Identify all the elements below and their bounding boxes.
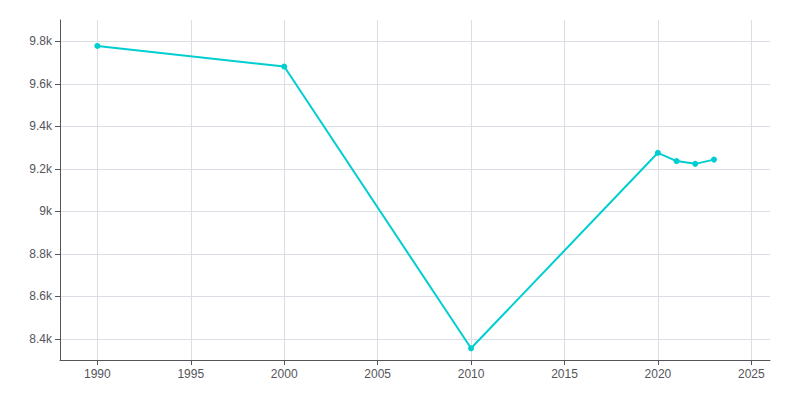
svg-text:1995: 1995 <box>177 367 204 381</box>
svg-text:2005: 2005 <box>364 367 391 381</box>
svg-text:8.4k: 8.4k <box>29 332 53 346</box>
svg-text:9.4k: 9.4k <box>29 119 53 133</box>
svg-text:9.2k: 9.2k <box>29 162 53 176</box>
svg-text:2015: 2015 <box>551 367 578 381</box>
svg-text:2000: 2000 <box>271 367 298 381</box>
svg-text:2010: 2010 <box>458 367 485 381</box>
svg-text:2020: 2020 <box>645 367 672 381</box>
svg-text:9.8k: 9.8k <box>29 34 53 48</box>
svg-text:9.6k: 9.6k <box>29 77 53 91</box>
svg-text:2025: 2025 <box>738 367 765 381</box>
svg-text:8.6k: 8.6k <box>29 289 53 303</box>
svg-text:8.8k: 8.8k <box>29 247 53 261</box>
svg-text:1990: 1990 <box>84 367 111 381</box>
svg-text:9k: 9k <box>39 204 53 218</box>
